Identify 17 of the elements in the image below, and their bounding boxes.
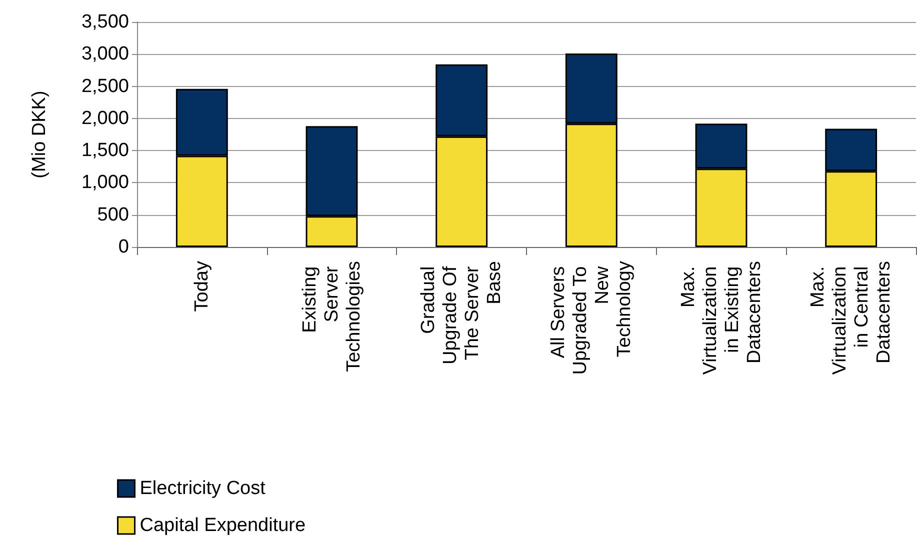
legend-label: Electricity Cost: [140, 478, 266, 499]
y-tick-label: 2,000: [81, 108, 129, 129]
y-tick-label: 2,500: [81, 76, 129, 97]
x-tick-label: Max. Virtualization in Existing Datacenters: [678, 261, 765, 375]
y-tick-label: 500: [97, 204, 129, 226]
y-tick-label: 3,000: [81, 44, 129, 65]
legend-label: Capital Expenditure: [140, 515, 306, 536]
y-tick-label: 3,500: [81, 12, 129, 32]
x-tick-label: Today: [191, 260, 212, 312]
y-tick-label: 0: [118, 236, 129, 258]
y-axis-title: (Mio DKK): [29, 90, 50, 178]
x-tick-label: Max. Virtualization in Central Datacenters: [808, 261, 895, 375]
x-tick-label: All Servers Upgraded To New Technology: [548, 260, 635, 375]
x-tick-label: Existing Server Technologies: [299, 261, 364, 372]
y-tick-label: 1,500: [81, 140, 129, 162]
x-tick-label: Gradual Upgrade Of The Server Base: [418, 261, 506, 364]
y-tick-label: 1,000: [81, 172, 129, 194]
